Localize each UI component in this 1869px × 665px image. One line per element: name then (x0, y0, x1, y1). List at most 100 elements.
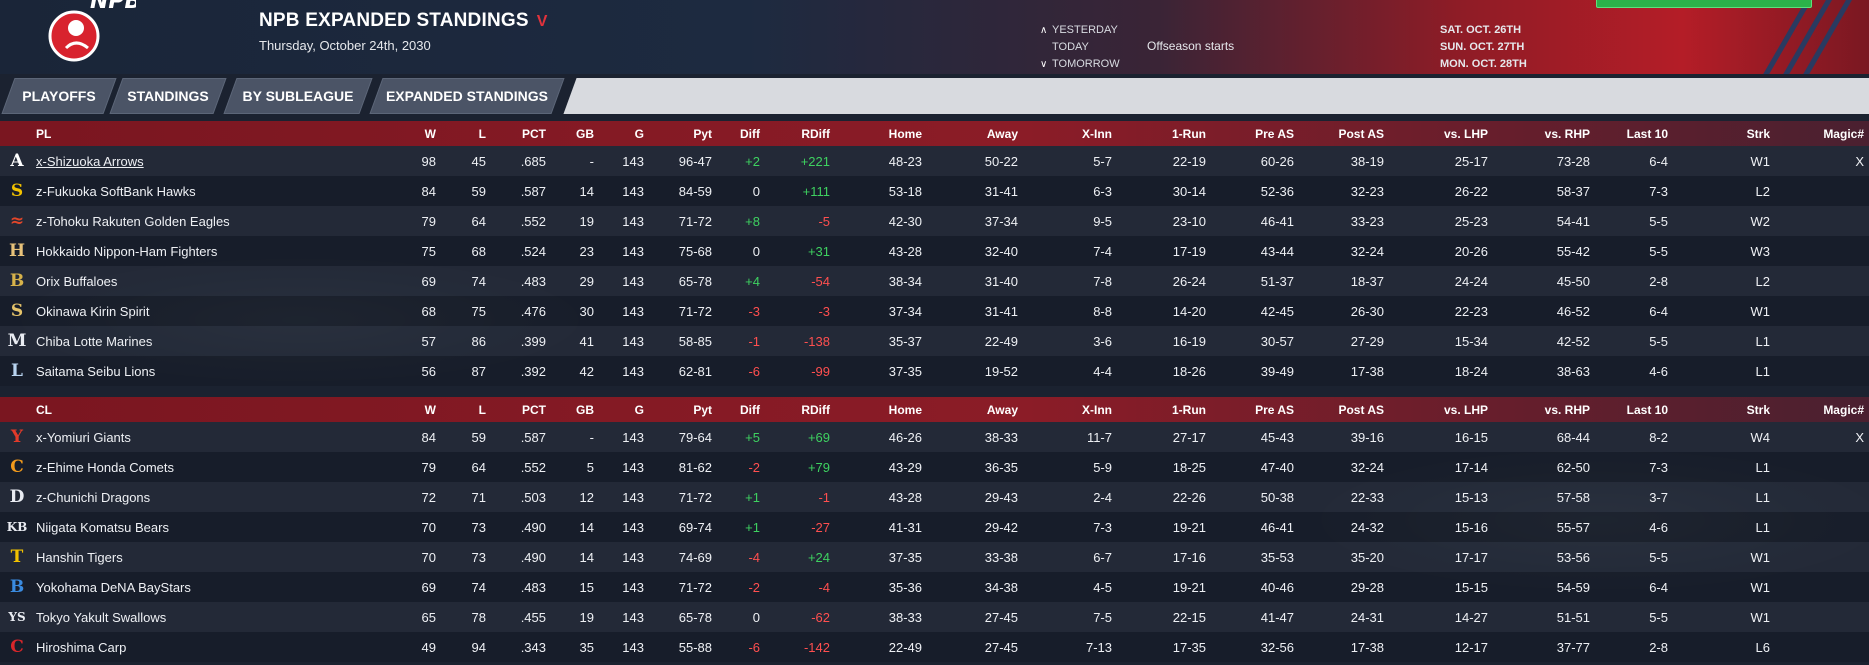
cell-one-run: 17-19 (1172, 243, 1206, 259)
column-header-games[interactable]: G (634, 402, 644, 417)
column-header-games[interactable]: G (634, 126, 644, 141)
team-name-link[interactable]: x-Shizuoka Arrows (36, 153, 144, 169)
cell-wins: 98 (421, 153, 436, 169)
column-header-gb[interactable]: GB (576, 402, 594, 417)
cell-vs-lhp: 20-26 (1454, 243, 1488, 259)
team-name-link[interactable]: Hanshin Tigers (36, 549, 123, 565)
column-header-last-10[interactable]: Last 10 (1626, 402, 1668, 417)
table-row[interactable]: H Hokkaido Nippon-Ham Fighters 75 68 .524 23 1… (0, 236, 1869, 266)
down-arrow-icon[interactable]: ∨ (1040, 59, 1048, 70)
up-arrow-icon[interactable]: ∧ (1040, 25, 1048, 36)
table-row[interactable]: ≈ z-Tohoku Rakuten Golden Eagles 79 64 .552 1… (0, 206, 1869, 236)
team-name-link[interactable]: x-Yomiuri Giants (36, 429, 131, 445)
column-header-losses[interactable]: L (478, 402, 486, 417)
app-header: NPB NPB EXPANDED STANDINGS V Thursday, Oc… (0, 0, 1869, 74)
column-header-magic[interactable]: Magic# (1823, 402, 1864, 417)
column-header-pct[interactable]: PCT (522, 126, 546, 141)
cell-streak: L6 (1755, 639, 1770, 655)
continue-button[interactable] (1596, 0, 1812, 8)
column-header-away[interactable]: Away (986, 126, 1018, 141)
day-today[interactable]: TODAY (1040, 39, 1142, 56)
column-header-pyt[interactable]: Pyt (693, 126, 712, 141)
column-header-post-as[interactable]: Post AS (1338, 402, 1384, 417)
column-header-vs-rhp[interactable]: vs. RHP (1544, 402, 1590, 417)
table-row[interactable]: T Hanshin Tigers 70 73 .490 14 143 74-69 -4 +24 37… (0, 542, 1869, 572)
tab-by-subleague[interactable]: BY SUBLEAGUE (230, 78, 366, 114)
team-name-link[interactable]: Hiroshima Carp (36, 639, 127, 655)
team-name-link[interactable]: Tokyo Yakult Swallows (36, 609, 167, 625)
column-header-x-inn[interactable]: X-Inn (1082, 126, 1112, 141)
team-name-link[interactable]: Chiba Lotte Marines (36, 333, 153, 349)
column-header-pyt[interactable]: Pyt (693, 402, 712, 417)
column-header-one-run[interactable]: 1-Run (1172, 402, 1206, 417)
column-header-rdiff[interactable]: RDiff (801, 402, 830, 417)
cell-magic (1806, 296, 1864, 326)
team-name-link[interactable]: Hokkaido Nippon-Ham Fighters (36, 243, 218, 259)
column-header-pre-as[interactable]: Pre AS (1255, 126, 1294, 141)
tab-playoffs[interactable]: PLAYOFFS (8, 78, 110, 114)
column-header-magic[interactable]: Magic# (1823, 126, 1864, 141)
team-name-link[interactable]: Niigata Komatsu Bears (36, 519, 169, 535)
table-row[interactable]: YS Tokyo Yakult Swallows 65 78 .455 19 143 65-7… (0, 602, 1869, 632)
tab-expanded-standings[interactable]: EXPANDED STANDINGS (376, 78, 558, 114)
column-header-gb[interactable]: GB (576, 126, 594, 141)
npb-logo[interactable]: NPB (44, 0, 136, 66)
team-name-link[interactable]: z-Ehime Honda Comets (36, 459, 174, 475)
column-header-losses[interactable]: L (478, 126, 486, 141)
league-header[interactable]: CL (36, 402, 52, 417)
cell-pyt: 65-78 (678, 273, 712, 289)
column-header-x-inn[interactable]: X-Inn (1082, 402, 1112, 417)
title-dropdown-icon[interactable]: V (536, 13, 548, 30)
cell-away: 27-45 (984, 609, 1018, 625)
cell-games: 143 (622, 459, 644, 475)
cell-home: 48-23 (888, 153, 922, 169)
league-header[interactable]: PL (36, 126, 52, 141)
table-row[interactable]: S Okinawa Kirin Spirit 68 75 .476 30 143 71-72 -… (0, 296, 1869, 326)
column-header-vs-rhp[interactable]: vs. RHP (1544, 126, 1590, 141)
cell-x-inn: 7-4 (1093, 243, 1112, 259)
column-header-rdiff[interactable]: RDiff (801, 126, 830, 141)
team-name-link[interactable]: Okinawa Kirin Spirit (36, 303, 150, 319)
cell-games: 143 (622, 609, 644, 625)
day-yesterday[interactable]: ∧ YESTERDAY (1040, 22, 1142, 39)
column-header-vs-lhp[interactable]: vs. LHP (1443, 126, 1488, 141)
column-header-wins[interactable]: W (424, 126, 436, 141)
team-name-link[interactable]: Saitama Seibu Lions (36, 363, 156, 379)
table-row[interactable]: B Yokohama DeNA BayStars 69 74 .483 15 143 71-7… (0, 572, 1869, 602)
table-row[interactable]: B Orix Buffaloes 69 74 .483 29 143 65-78 +4 -54 38… (0, 266, 1869, 296)
table-row[interactable]: C Hiroshima Carp 49 94 .343 35 143 55-88 -6 -142 2… (0, 632, 1869, 662)
column-header-vs-lhp[interactable]: vs. LHP (1443, 402, 1488, 417)
column-header-streak[interactable]: Strk (1746, 402, 1770, 417)
team-logo-icon: Y (10, 427, 24, 447)
team-name-link[interactable]: z-Fukuoka SoftBank Hawks (36, 183, 196, 199)
tab-standings[interactable]: STANDINGS (116, 78, 220, 114)
day-tomorrow[interactable]: ∨ TOMORROW (1040, 56, 1142, 73)
team-name-link[interactable]: z-Chunichi Dragons (36, 489, 151, 505)
team-name-link[interactable]: Yokohama DeNA BayStars (36, 579, 191, 595)
team-name-link[interactable]: z-Tohoku Rakuten Golden Eagles (36, 213, 230, 229)
column-header-home[interactable]: Home (888, 126, 922, 141)
cell-rdiff: -1 (818, 489, 830, 505)
column-header-wins[interactable]: W (424, 402, 436, 417)
column-header-diff[interactable]: Diff (740, 126, 760, 141)
column-header-home[interactable]: Home (888, 402, 922, 417)
table-row[interactable]: M Chiba Lotte Marines 57 86 .399 41 143 58-85 -1… (0, 326, 1869, 356)
column-header-one-run[interactable]: 1-Run (1172, 126, 1206, 141)
table-row[interactable]: KB Niigata Komatsu Bears 70 73 .490 14 143 69-7… (0, 512, 1869, 542)
column-header-diff[interactable]: Diff (740, 402, 760, 417)
column-header-away[interactable]: Away (986, 402, 1018, 417)
column-header-streak[interactable]: Strk (1746, 126, 1770, 141)
column-header-post-as[interactable]: Post AS (1338, 126, 1384, 141)
team-name-link[interactable]: Orix Buffaloes (36, 273, 118, 289)
column-header-pct[interactable]: PCT (522, 402, 546, 417)
cell-losses: 71 (471, 489, 486, 505)
column-header-pre-as[interactable]: Pre AS (1255, 402, 1294, 417)
cell-x-inn: 4-5 (1093, 579, 1112, 595)
table-row[interactable]: L Saitama Seibu Lions 56 87 .392 42 143 62-81 -6… (0, 356, 1869, 386)
column-header-last-10[interactable]: Last 10 (1626, 126, 1668, 141)
